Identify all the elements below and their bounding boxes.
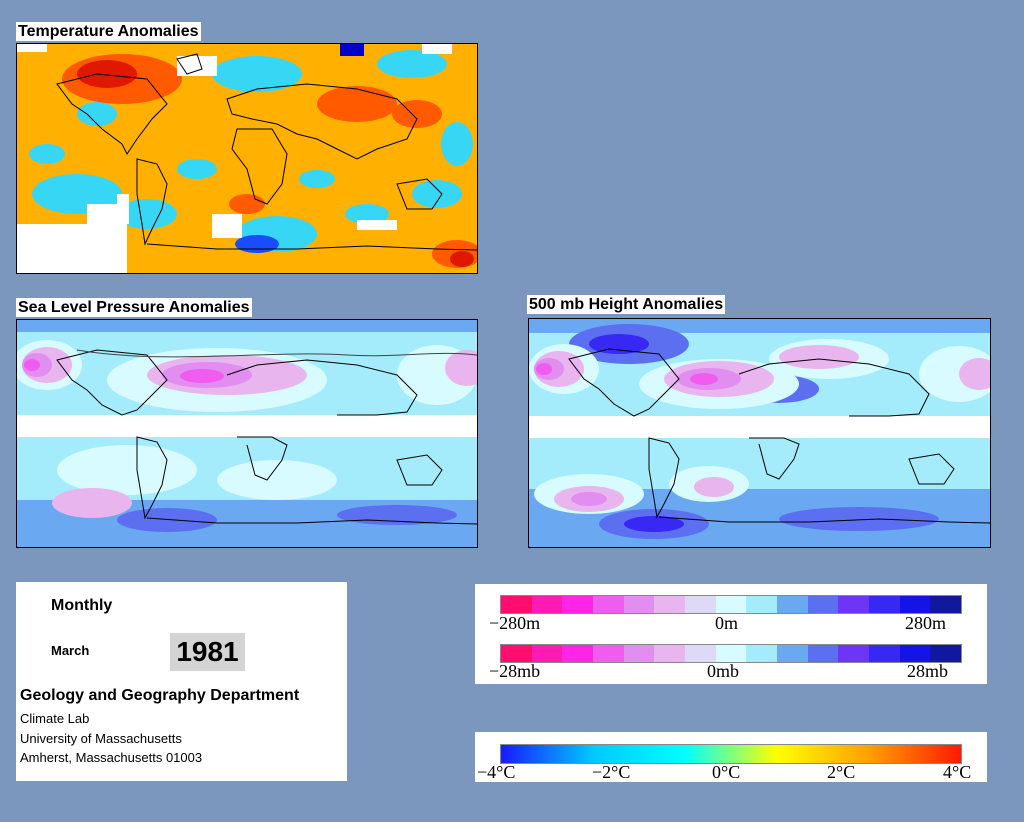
pressure-scale-swatch — [777, 645, 808, 662]
height-scale-swatch — [501, 596, 532, 613]
height-scale-swatch — [807, 596, 839, 613]
height-scale-swatch — [654, 596, 686, 613]
height-scale-swatch — [623, 596, 655, 613]
height-label-zero: 0m — [715, 613, 739, 633]
temperature-legend: −4°C −2°C 0°C 2°C 4°C — [475, 732, 987, 782]
address: Amherst, Massachusetts 01003 — [20, 750, 203, 765]
height-scale-swatch — [930, 596, 962, 613]
pressure-scale-swatch — [623, 645, 655, 662]
temp-label-0: 0°C — [712, 762, 741, 782]
pressure-scale-swatch — [654, 645, 686, 662]
height-color-scale — [500, 595, 962, 614]
pressure-scale-swatch — [746, 645, 778, 662]
temp-label-minus4: −4°C — [477, 762, 516, 782]
height-scale-swatch — [838, 596, 870, 613]
height-scale-swatch — [899, 596, 931, 613]
height500-panel-title: 500 mb Height Anomalies — [527, 295, 726, 314]
pressure-scale-swatch — [715, 645, 747, 662]
height-scale-swatch — [777, 596, 808, 613]
slp-panel-title: Sea Level Pressure Anomalies — [16, 298, 252, 317]
pressure-scale-swatch — [685, 645, 716, 662]
height-scale-swatch — [593, 596, 624, 613]
height-pressure-legend: −280m 0m 280m −28mb 0mb 28mb — [475, 584, 987, 684]
pressure-color-scale — [500, 644, 962, 663]
temperature-panel-title: Temperature Anomalies — [16, 22, 201, 41]
height500-anomaly-map — [528, 318, 991, 548]
pressure-label-zero: 0mb — [707, 661, 740, 681]
height-scale-swatch — [869, 596, 900, 613]
pressure-scale-swatch — [838, 645, 870, 662]
pressure-scale-swatch — [930, 645, 962, 662]
pressure-label-max: 28mb — [907, 661, 949, 681]
year-display: 1981 — [170, 633, 245, 671]
height-label-max: 280m — [905, 613, 947, 633]
temp-label-minus2: −2°C — [592, 762, 631, 782]
university-name: University of Massachusetts — [20, 731, 182, 746]
pressure-scale-swatch — [501, 645, 532, 662]
pressure-scale-swatch — [531, 645, 563, 662]
temp-label-2: 2°C — [827, 762, 856, 782]
height-scale-swatch — [715, 596, 747, 613]
pressure-label-min: −28mb — [489, 661, 541, 681]
lab-name: Climate Lab — [20, 711, 90, 726]
temp-label-4: 4°C — [943, 762, 972, 782]
pressure-scale-swatch — [869, 645, 900, 662]
month-label: March — [51, 643, 90, 658]
height-label-min: −280m — [489, 613, 541, 633]
height-scale-swatch — [562, 596, 594, 613]
temperature-color-scale — [500, 744, 962, 764]
pressure-scale-swatch — [807, 645, 839, 662]
pressure-scale-swatch — [899, 645, 931, 662]
period-label: Monthly — [51, 597, 113, 614]
info-box: Monthly March 1981 Geology and Geography… — [16, 582, 347, 781]
height-scale-swatch — [531, 596, 563, 613]
department-name: Geology and Geography Department — [20, 687, 300, 704]
slp-anomaly-map — [16, 319, 478, 548]
pressure-scale-swatch — [562, 645, 594, 662]
height-scale-swatch — [685, 596, 716, 613]
height-scale-swatch — [746, 596, 778, 613]
pressure-scale-swatch — [593, 645, 624, 662]
temperature-anomaly-map — [16, 43, 478, 274]
